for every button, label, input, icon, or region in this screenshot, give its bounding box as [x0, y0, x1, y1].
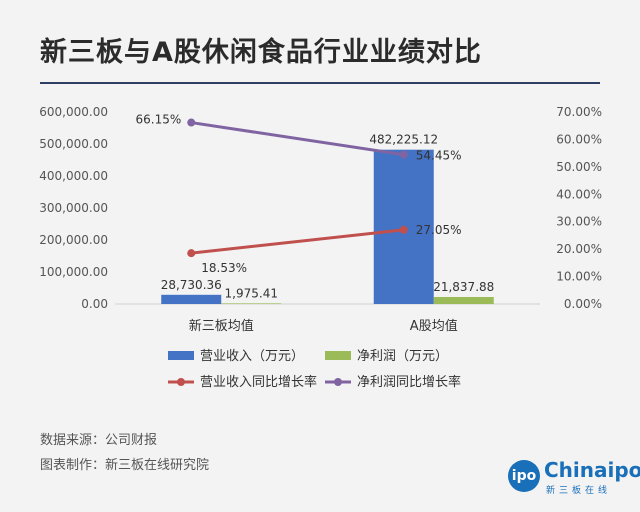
legend-marker [177, 378, 185, 386]
legend-label: 净利润同比增长率 [357, 374, 461, 390]
y-left-tick-label: 300,000.00 [39, 201, 108, 215]
x-tick-label: 新三板均值 [189, 318, 254, 334]
legend-marker [334, 378, 342, 386]
line-data-label: 27.05% [416, 223, 462, 237]
title-divider [40, 82, 600, 84]
y-left-tick-label: 500,000.00 [39, 137, 108, 151]
line-net-profit-growth [191, 121, 404, 157]
y-right-tick-label: 30.00% [556, 215, 602, 229]
line-point [187, 249, 196, 258]
bar-data-label: 482,225.12 [369, 133, 438, 147]
source-note: 数据来源：公司财报 [40, 433, 158, 448]
line-data-label: 18.53% [201, 261, 247, 275]
chart-area: 0.00 100,000.00 200,000.00 300,000.00 400,00… [39, 105, 602, 390]
legend-swatch [168, 351, 194, 360]
footer-notes: 数据来源：公司财报 图表制作：新三板在线研究院 [40, 428, 209, 478]
y-right-tick-label: 10.00% [556, 270, 602, 284]
y-left-tick-label: 400,000.00 [39, 169, 108, 183]
chart-title: 新三板与A股休闲食品行业业绩对比 [40, 37, 482, 68]
logo-subtitle: 新三板在线 [546, 486, 612, 496]
line-data-label: 66.15% [135, 113, 181, 127]
y-left-tick-label: 100,000.00 [39, 265, 108, 279]
y-left-tick-label: 0.00 [81, 297, 108, 311]
legend-swatch [325, 351, 351, 360]
y-right-tick-label: 70.00% [556, 105, 602, 119]
logo-name: Chinaipo [544, 458, 640, 482]
y-left-tick-label: 600,000.00 [39, 105, 108, 119]
line-point [399, 150, 408, 159]
legend-label: 净利润（万元） [357, 349, 448, 364]
maker-note: 图表制作：新三板在线研究院 [40, 458, 210, 473]
line-point [187, 118, 196, 127]
y-right-tick-label: 60.00% [556, 132, 602, 146]
x-tick-label: A股均值 [410, 318, 458, 334]
legend-label: 营业收入同比增长率 [200, 374, 317, 390]
y-left-tick-label: 200,000.00 [39, 233, 108, 247]
y-right-tick-label: 0.00% [564, 297, 602, 311]
y-right-tick-label: 20.00% [556, 242, 602, 256]
line-data-label: 54.45% [416, 149, 462, 163]
chinaipo-logo: ipo Chinaipo 新三板在线 [508, 458, 640, 500]
line-point [399, 225, 408, 234]
line-revenue-growth [191, 228, 404, 255]
bar-data-label: 21,837.88 [433, 280, 494, 294]
bar-revenue [161, 294, 222, 304]
y-right-tick-label: 50.00% [556, 160, 602, 174]
y-right-tick-label: 40.00% [556, 187, 602, 201]
logo-circle: ipo [508, 460, 540, 492]
bar-net-profit [221, 303, 282, 304]
bar-data-label: 28,730.36 [161, 278, 222, 292]
bar-data-label: 1,975.41 [225, 286, 278, 300]
legend-label: 营业收入（万元） [200, 349, 304, 364]
bar-net-profit [433, 297, 494, 304]
